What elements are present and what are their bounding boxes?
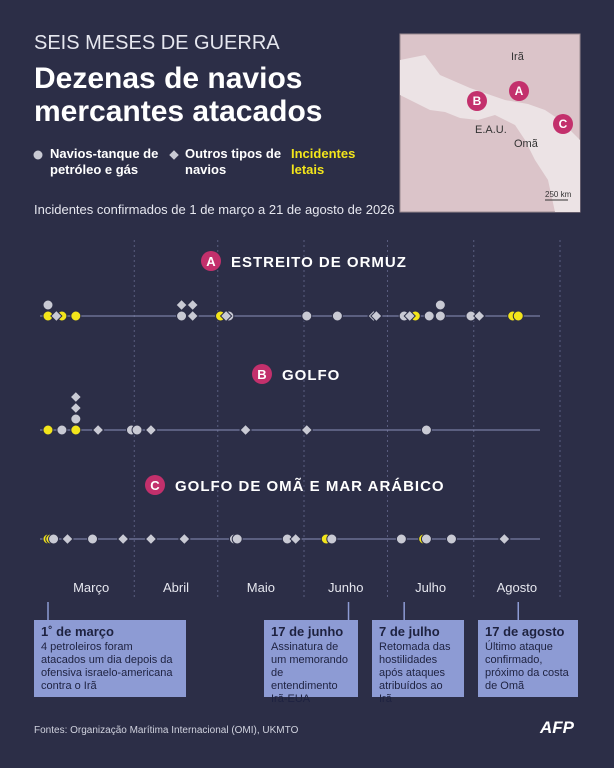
- panel-badge: [145, 475, 165, 495]
- annotation: 7 de julho Retomada das hostilidades após…: [372, 620, 464, 705]
- marker: [70, 413, 82, 425]
- map: Irã E.A.U. Omã 250 km A B C: [399, 33, 581, 213]
- annotation: 17 de junho Assinatura de um memorando de…: [264, 620, 358, 705]
- annotation-text: Assinatura de um memorando de entendimen…: [271, 641, 349, 705]
- marker: [144, 423, 158, 437]
- marker: [403, 309, 416, 323]
- map-label: Omã: [514, 138, 539, 150]
- legend-label: Navios-tanque de petróleo e gás: [50, 146, 159, 177]
- annotation-date: 7 de julho: [379, 624, 440, 639]
- annotation-text: Retomada das hostilidades após ataques a…: [379, 641, 451, 705]
- x-tick-label: Junho: [328, 580, 363, 595]
- map-marker: [467, 91, 487, 111]
- map-label: E.A.U.: [475, 124, 507, 136]
- annotation-text: Último ataque confirmado, próximo da cos…: [485, 641, 569, 692]
- marker: [50, 309, 63, 323]
- marker: [186, 298, 199, 312]
- x-tick-label: Julho: [415, 580, 446, 595]
- marker: [48, 533, 60, 545]
- map-marker-label: B: [473, 94, 482, 108]
- marker: [176, 310, 188, 322]
- panel-badge-label: B: [257, 367, 266, 382]
- marker: [70, 310, 82, 322]
- marker: [42, 424, 54, 436]
- marker: [219, 309, 233, 323]
- x-tick-label: Agosto: [497, 580, 537, 595]
- annotation: 17 de agosto Último ataque confirmado, pr…: [478, 620, 578, 697]
- map-marker-label: C: [559, 117, 568, 131]
- panel-badge: [252, 364, 272, 384]
- marker: [175, 298, 188, 312]
- map-marker: [509, 81, 529, 101]
- annotation-text: 4 petroleiros foram atacados um dia depo…: [41, 641, 173, 692]
- annotation-date: 17 de agosto: [485, 624, 565, 639]
- panel-badge-label: C: [150, 478, 160, 493]
- panel-badge: [201, 251, 221, 271]
- panel-title: ESTREITO DE ORMUZ: [231, 254, 407, 271]
- marker: [131, 424, 143, 436]
- marker: [289, 532, 302, 546]
- map-marker: [553, 114, 573, 134]
- marker: [420, 533, 432, 545]
- marker: [61, 532, 74, 546]
- marker: [186, 309, 199, 323]
- marker: [70, 424, 82, 436]
- marker: [423, 310, 435, 322]
- marker: [301, 310, 313, 322]
- annotation-date: 1˚ de março: [41, 624, 114, 639]
- x-tick-label: Abril: [163, 580, 189, 595]
- marker: [239, 423, 252, 437]
- marker: [144, 532, 158, 546]
- panel-title: GOLFO: [282, 367, 340, 384]
- marker: [370, 309, 383, 323]
- marker: [326, 533, 338, 545]
- title: Dezenas de navios mercantes atacados: [34, 62, 323, 128]
- marker: [69, 401, 83, 415]
- x-tick-label: Maio: [247, 580, 275, 595]
- logo: AFP: [540, 718, 574, 737]
- legend-symbol: [32, 149, 44, 161]
- marker: [473, 309, 486, 323]
- panel-badge-label: A: [206, 254, 216, 269]
- marker: [87, 533, 99, 545]
- marker: [56, 424, 68, 436]
- legend-label: Incidentes letais: [291, 146, 356, 177]
- map-scale: 250 km: [545, 190, 572, 199]
- kicker: SEIS MESES DE GUERRA: [34, 32, 280, 54]
- marker: [331, 310, 343, 322]
- panel-title: GOLFO DE OMÃ E MAR ARÁBICO: [175, 477, 445, 495]
- marker: [434, 310, 446, 322]
- source: Fontes: Organização Marítima Internacion…: [34, 725, 299, 736]
- map-water: [400, 55, 580, 212]
- map-label: Irã: [511, 51, 525, 63]
- marker: [420, 424, 432, 436]
- marker: [69, 390, 83, 404]
- marker: [231, 533, 243, 545]
- annotation-date: 17 de junho: [271, 624, 344, 639]
- marker: [498, 532, 511, 546]
- x-tick-label: Março: [73, 580, 109, 595]
- legend-label: Outros tipos de navios: [185, 146, 282, 177]
- marker: [434, 299, 446, 311]
- marker: [445, 533, 457, 545]
- subtitle: Incidentes confirmados de 1 de março a 2…: [34, 202, 395, 217]
- marker: [42, 299, 54, 311]
- marker: [512, 310, 524, 322]
- marker: [116, 532, 130, 546]
- marker: [178, 532, 191, 546]
- annotation: 1˚ de março 4 petroleiros foram atacados …: [34, 620, 186, 697]
- marker: [300, 423, 313, 437]
- marker: [91, 423, 105, 437]
- map-marker-label: A: [515, 84, 524, 98]
- legend-symbol: [167, 148, 181, 162]
- marker: [395, 533, 407, 545]
